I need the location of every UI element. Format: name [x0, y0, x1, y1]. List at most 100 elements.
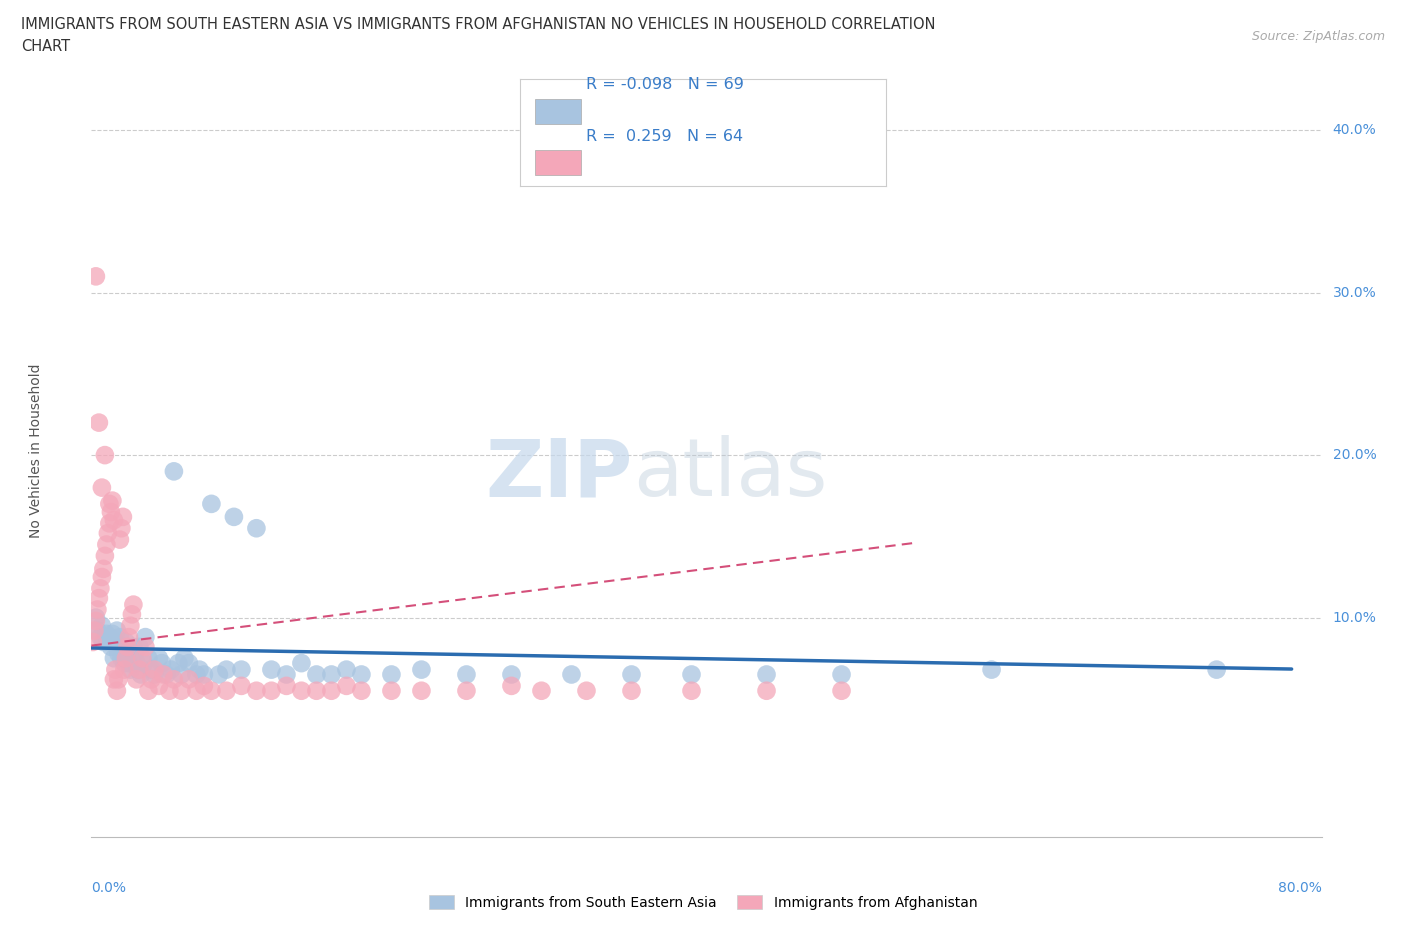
Point [124, 646, 146, 661]
Point [305, 667, 328, 682]
Point [276, 667, 298, 682]
Point [117, 640, 139, 655]
Point [138, 651, 160, 666]
Point [260, 662, 283, 677]
Point [128, 640, 150, 655]
Point [97, 634, 120, 649]
Point [215, 684, 238, 698]
Point [222, 510, 245, 525]
Point [177, 656, 200, 671]
Point [127, 662, 149, 677]
Point [112, 656, 135, 671]
Point [163, 464, 186, 479]
Point [120, 662, 142, 677]
Point [231, 662, 253, 677]
Point [290, 684, 312, 698]
Point [138, 684, 160, 698]
Text: Source: ZipAtlas.com: Source: ZipAtlas.com [1251, 30, 1385, 43]
Point [335, 662, 357, 677]
Point [245, 521, 267, 536]
Point [200, 497, 222, 512]
Point [108, 532, 131, 547]
Point [117, 646, 139, 661]
Point [155, 667, 177, 682]
Point [208, 667, 231, 682]
Point [681, 667, 703, 682]
Point [125, 672, 148, 687]
Point [141, 672, 163, 687]
Point [120, 618, 142, 633]
Point [276, 678, 298, 693]
Text: ZIP: ZIP [485, 435, 633, 513]
Text: 40.0%: 40.0% [1333, 123, 1376, 137]
Point [110, 651, 132, 666]
Point [411, 662, 433, 677]
Point [100, 505, 122, 520]
Text: No Vehicles in Household: No Vehicles in Household [30, 364, 44, 538]
Point [118, 630, 141, 644]
Bar [534, 150, 581, 175]
Point [82, 634, 104, 649]
Point [831, 684, 853, 698]
Text: 30.0%: 30.0% [1333, 286, 1376, 299]
Point [157, 684, 180, 698]
Point [193, 667, 215, 682]
Bar [534, 99, 581, 124]
Point [143, 667, 166, 682]
Point [620, 684, 643, 698]
Point [141, 662, 163, 677]
Point [86, 623, 108, 638]
Point [122, 597, 145, 612]
Point [501, 667, 523, 682]
Point [86, 602, 108, 617]
Point [84, 269, 107, 284]
Point [134, 640, 156, 655]
Point [110, 521, 132, 536]
Point [98, 516, 121, 531]
Point [575, 684, 598, 698]
Point [134, 630, 156, 644]
Point [111, 510, 134, 525]
Point [103, 672, 125, 687]
Point [129, 667, 152, 682]
Point [105, 684, 128, 698]
Point [152, 667, 174, 682]
Point [104, 634, 127, 649]
Text: 80.0%: 80.0% [1278, 881, 1322, 896]
Point [177, 672, 200, 687]
Point [163, 672, 186, 687]
Point [93, 562, 115, 577]
Point [560, 667, 582, 682]
Point [121, 607, 143, 622]
Point [90, 618, 112, 633]
Point [245, 684, 267, 698]
Point [231, 678, 253, 693]
Text: atlas: atlas [633, 435, 827, 513]
Point [456, 667, 478, 682]
Point [111, 640, 134, 655]
Point [501, 678, 523, 693]
Point [89, 581, 111, 596]
Point [260, 684, 283, 698]
Point [160, 662, 183, 677]
Point [305, 684, 328, 698]
Point [321, 667, 343, 682]
Point [90, 569, 112, 584]
Point [980, 662, 1002, 677]
Point [87, 415, 110, 430]
Point [94, 447, 117, 462]
Point [107, 646, 129, 661]
Point [620, 667, 643, 682]
Point [350, 684, 373, 698]
Point [132, 656, 155, 671]
Point [1205, 662, 1227, 677]
Text: 0.0%: 0.0% [91, 881, 127, 896]
Point [108, 630, 131, 644]
Point [122, 640, 145, 655]
Point [831, 667, 853, 682]
Point [98, 497, 121, 512]
Point [380, 684, 402, 698]
Point [200, 684, 222, 698]
Text: 20.0%: 20.0% [1333, 448, 1376, 462]
Point [93, 634, 115, 649]
